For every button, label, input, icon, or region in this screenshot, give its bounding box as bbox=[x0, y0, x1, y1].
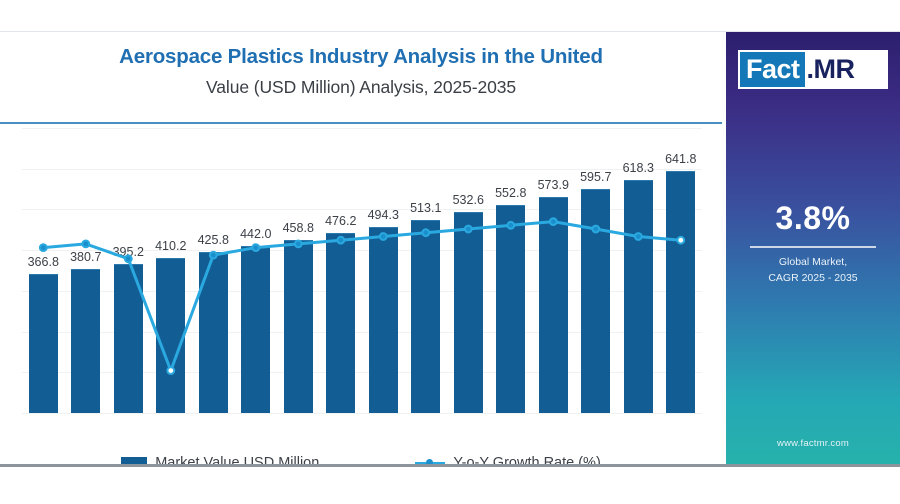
cagr-value: 3.8% bbox=[775, 200, 851, 236]
gridline bbox=[22, 413, 702, 414]
chart-region: Aerospace Plastics Industry Analysis in … bbox=[0, 32, 722, 467]
line-point-marker[interactable] bbox=[507, 222, 514, 229]
bar-slot: 552.8 bbox=[490, 128, 533, 413]
bar[interactable] bbox=[283, 239, 313, 413]
line-point-marker[interactable] bbox=[40, 244, 47, 251]
factmr-logo[interactable]: Fact .MR bbox=[738, 50, 888, 89]
line-point-marker[interactable] bbox=[295, 241, 302, 248]
bar-slot: 532.6 bbox=[447, 128, 490, 413]
bar-slot: 410.2 bbox=[150, 128, 193, 413]
title-block: Aerospace Plastics Industry Analysis in … bbox=[0, 32, 722, 123]
bar-value-label: 494.3 bbox=[367, 207, 399, 222]
bar[interactable] bbox=[241, 246, 271, 413]
line-point-marker[interactable] bbox=[167, 367, 174, 374]
bar[interactable] bbox=[113, 263, 143, 413]
bar[interactable] bbox=[453, 212, 483, 413]
bar-slot: 513.1 bbox=[405, 128, 448, 413]
plot-area: 366.8 380.7 395.2 410.2 425.8 442.0 458.8 476.2… bbox=[0, 128, 722, 423]
bar-value-label: 425.8 bbox=[197, 233, 229, 248]
page-title: Aerospace Plastics Industry Analysis in … bbox=[119, 45, 603, 68]
legend-label-line: Y-o-Y Growth Rate (%) bbox=[453, 455, 601, 467]
bar[interactable] bbox=[71, 269, 101, 413]
line-point-marker[interactable] bbox=[465, 226, 472, 233]
bar-value-label: 442.0 bbox=[240, 227, 272, 242]
line-point-marker[interactable] bbox=[550, 218, 557, 225]
page-subtitle: Value (USD Million) Analysis, 2025-2035 bbox=[206, 76, 516, 97]
line-point-marker[interactable] bbox=[82, 241, 89, 248]
cagr-caption-line-2: CAGR 2025 - 2035 bbox=[768, 272, 858, 285]
logo-mr-text: .MR bbox=[804, 52, 859, 87]
bar-slot: 366.8 bbox=[22, 128, 65, 413]
bar-value-label: 366.8 bbox=[27, 255, 59, 270]
line-point-marker[interactable] bbox=[592, 226, 599, 233]
bar-value-label: 618.3 bbox=[622, 161, 654, 176]
legend-item-line[interactable]: Y-o-Y Growth Rate (%) bbox=[415, 455, 601, 467]
line-point-marker[interactable] bbox=[677, 237, 684, 244]
bar[interactable] bbox=[368, 226, 398, 413]
chart-legend: Market Value USD Million Y-o-Y Growth Ra… bbox=[0, 455, 722, 467]
bar-value-label: 573.9 bbox=[537, 177, 569, 192]
bar[interactable] bbox=[538, 196, 568, 413]
bar-slot: 442.0 bbox=[235, 128, 278, 413]
bar-value-label: 410.2 bbox=[155, 239, 187, 254]
plot-inner: 366.8 380.7 395.2 410.2 425.8 442.0 458.8 476.2… bbox=[22, 128, 703, 414]
bar-slot: 618.3 bbox=[617, 128, 660, 413]
legend-item-bar[interactable]: Market Value USD Million bbox=[121, 455, 320, 467]
line-point-marker[interactable] bbox=[252, 244, 259, 251]
line-point-marker[interactable] bbox=[125, 255, 132, 262]
bar-swatch-icon bbox=[121, 456, 148, 464]
brand-panel: Fact .MR 3.8% Global Market, CAGR 2025 -… bbox=[726, 32, 900, 464]
bar-value-label: 595.7 bbox=[580, 169, 612, 184]
growth-rate-line bbox=[43, 222, 681, 371]
website-url: www.factmr.com bbox=[777, 438, 849, 449]
bar[interactable] bbox=[411, 219, 441, 413]
line-point-marker[interactable] bbox=[635, 233, 642, 240]
bar-value-label: 513.1 bbox=[410, 200, 442, 215]
cagr-divider bbox=[750, 246, 876, 248]
bar[interactable] bbox=[156, 258, 186, 413]
bar-value-label: 476.2 bbox=[325, 214, 357, 229]
bar-value-label: 532.6 bbox=[452, 193, 484, 208]
line-swatch-icon bbox=[415, 457, 446, 464]
cagr-caption: Global Market, CAGR 2025 - 2035 bbox=[726, 254, 900, 287]
line-series bbox=[22, 128, 702, 413]
bar[interactable] bbox=[28, 274, 58, 413]
line-point-marker[interactable] bbox=[337, 237, 344, 244]
legend-label-bar: Market Value USD Million bbox=[155, 455, 320, 467]
bar[interactable] bbox=[666, 171, 696, 413]
bar-slot: 380.7 bbox=[65, 128, 108, 413]
bar-slot: 476.2 bbox=[320, 128, 363, 413]
bar[interactable] bbox=[326, 233, 356, 413]
header-divider bbox=[0, 122, 722, 124]
chart-card: Aerospace Plastics Industry Analysis in … bbox=[0, 31, 900, 467]
line-point-marker[interactable] bbox=[422, 229, 429, 236]
cagr-caption-line-1: Global Market, bbox=[778, 256, 848, 268]
bar-slot: 573.9 bbox=[532, 128, 575, 413]
line-point-marker[interactable] bbox=[380, 233, 387, 240]
bar-slot: 641.8 bbox=[660, 128, 703, 413]
bar[interactable] bbox=[496, 204, 526, 413]
bar-value-label: 552.8 bbox=[495, 185, 527, 200]
bar-value-label: 380.7 bbox=[70, 250, 102, 265]
bar-slot: 494.3 bbox=[362, 128, 405, 413]
bar-value-label: 641.8 bbox=[665, 152, 697, 167]
bar-slot: 458.8 bbox=[277, 128, 320, 413]
bar-value-label: 458.8 bbox=[282, 220, 314, 235]
line-point-marker[interactable] bbox=[210, 252, 217, 259]
logo-fact-text: Fact bbox=[740, 52, 805, 87]
bar[interactable] bbox=[623, 180, 653, 413]
